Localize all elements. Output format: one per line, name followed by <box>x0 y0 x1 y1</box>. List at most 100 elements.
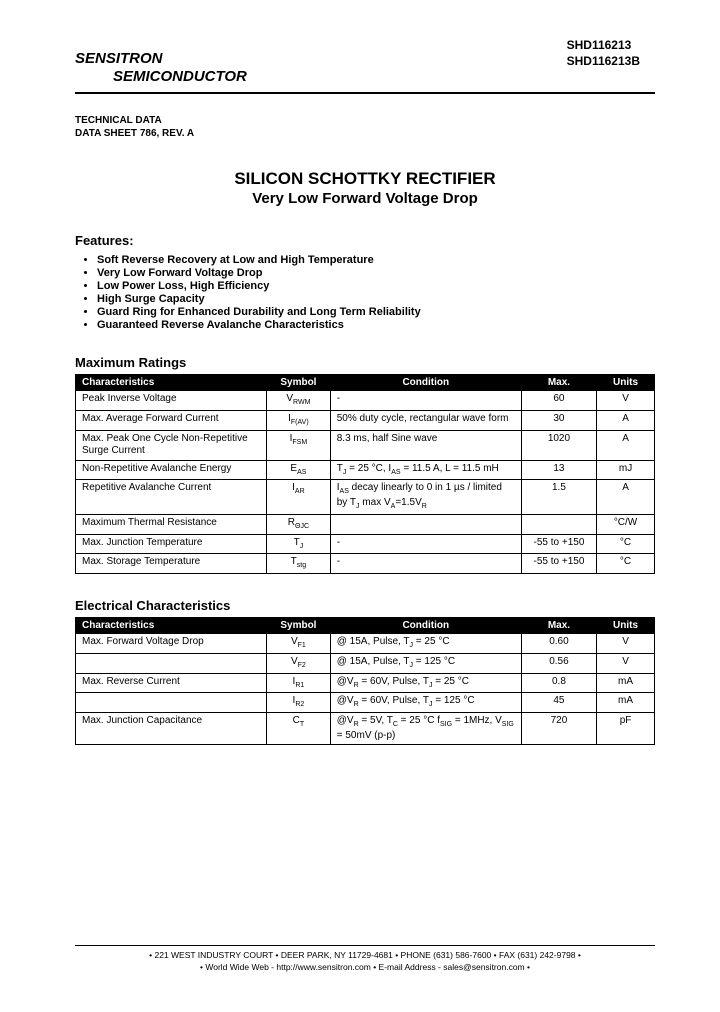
table-row: Max. Peak One Cycle Non-Repetitive Surge… <box>76 430 655 460</box>
table-cell: -55 to +150 <box>521 534 596 554</box>
table-header-row: Characteristics Symbol Condition Max. Un… <box>76 375 655 391</box>
part-number-2: SHD116213B <box>567 54 640 70</box>
table-cell <box>521 514 596 534</box>
table-cell: °C <box>597 534 655 554</box>
table-cell: Max. Reverse Current <box>76 673 267 693</box>
table-cell: @ 15A, Pulse, TJ = 25 °C <box>330 634 521 654</box>
table-cell: @ 15A, Pulse, TJ = 125 °C <box>330 653 521 673</box>
col-header: Characteristics <box>76 375 267 391</box>
tech-line-1: TECHNICAL DATA <box>75 114 655 127</box>
table-row: Max. Storage TemperatureTstg--55 to +150… <box>76 554 655 574</box>
page-subtitle: Very Low Forward Voltage Drop <box>75 190 655 207</box>
table-cell: Non-Repetitive Avalanche Energy <box>76 460 267 480</box>
table-cell: pF <box>597 713 655 745</box>
tech-line-2: DATA SHEET 786, REV. A <box>75 127 655 140</box>
technical-data-block: TECHNICAL DATA DATA SHEET 786, REV. A <box>75 114 655 140</box>
features-list: Soft Reverse Recovery at Low and High Te… <box>97 254 655 331</box>
footer-line-1: • 221 WEST INDUSTRY COURT • DEER PARK, N… <box>75 950 655 962</box>
table-cell: IFSM <box>267 430 331 460</box>
part-number-1: SHD116213 <box>567 38 640 54</box>
max-ratings-table: Characteristics Symbol Condition Max. Un… <box>75 374 655 574</box>
table-cell: Tstg <box>267 554 331 574</box>
feature-item: High Surge Capacity <box>97 293 655 305</box>
table-row: VF2@ 15A, Pulse, TJ = 125 °C0.56V <box>76 653 655 673</box>
table-cell: V <box>597 634 655 654</box>
max-ratings-heading: Maximum Ratings <box>75 355 655 370</box>
col-header: Max. <box>521 375 596 391</box>
feature-item: Guard Ring for Enhanced Durability and L… <box>97 306 655 318</box>
table-cell: Max. Peak One Cycle Non-Repetitive Surge… <box>76 430 267 460</box>
table-cell: 45 <box>521 693 596 713</box>
table-cell: Max. Junction Capacitance <box>76 713 267 745</box>
col-header: Condition <box>330 618 521 634</box>
table-cell: Repetitive Avalanche Current <box>76 480 267 515</box>
table-cell: IF(AV) <box>267 410 331 430</box>
table-row: Non-Repetitive Avalanche EnergyEASTJ = 2… <box>76 460 655 480</box>
table-row: Peak Inverse VoltageVRWM-60V <box>76 391 655 411</box>
table-cell: RΘJC <box>267 514 331 534</box>
table-cell: °C/W <box>597 514 655 534</box>
table-cell: IR1 <box>267 673 331 693</box>
table-cell: IR2 <box>267 693 331 713</box>
table-cell: 0.8 <box>521 673 596 693</box>
table-row: Max. Average Forward CurrentIF(AV)50% du… <box>76 410 655 430</box>
table-cell: Peak Inverse Voltage <box>76 391 267 411</box>
footer: • 221 WEST INDUSTRY COURT • DEER PARK, N… <box>75 945 655 974</box>
feature-item: Low Power Loss, High Efficiency <box>97 280 655 292</box>
features-heading: Features: <box>75 233 655 248</box>
table-cell: @VR = 60V, Pulse, TJ = 125 °C <box>330 693 521 713</box>
col-header: Units <box>597 618 655 634</box>
table-cell: Max. Forward Voltage Drop <box>76 634 267 654</box>
table-cell: A <box>597 480 655 515</box>
table-cell: - <box>330 391 521 411</box>
table-row: Max. Forward Voltage DropVF1@ 15A, Pulse… <box>76 634 655 654</box>
table-cell: 60 <box>521 391 596 411</box>
table-cell: @VR = 5V, TC = 25 °C fSIG = 1MHz, VSIG =… <box>330 713 521 745</box>
table-row: Max. Junction TemperatureTJ--55 to +150°… <box>76 534 655 554</box>
table-cell: IAR <box>267 480 331 515</box>
table-cell: TJ = 25 °C, IAS = 11.5 A, L = 11.5 mH <box>330 460 521 480</box>
col-header: Max. <box>521 618 596 634</box>
table-row: Max. Junction CapacitanceCT@VR = 5V, TC … <box>76 713 655 745</box>
col-header: Characteristics <box>76 618 267 634</box>
table-row: Maximum Thermal ResistanceRΘJC°C/W <box>76 514 655 534</box>
table-cell: 1.5 <box>521 480 596 515</box>
feature-item: Soft Reverse Recovery at Low and High Te… <box>97 254 655 266</box>
col-header: Symbol <box>267 618 331 634</box>
table-cell: Max. Storage Temperature <box>76 554 267 574</box>
table-cell: -55 to +150 <box>521 554 596 574</box>
table-cell: TJ <box>267 534 331 554</box>
table-cell: CT <box>267 713 331 745</box>
elec-char-heading: Electrical Characteristics <box>75 598 655 613</box>
table-cell: - <box>330 534 521 554</box>
table-cell: 720 <box>521 713 596 745</box>
table-row: IR2@VR = 60V, Pulse, TJ = 125 °C45mA <box>76 693 655 713</box>
feature-item: Guaranteed Reverse Avalanche Characteris… <box>97 319 655 331</box>
table-cell: 50% duty cycle, rectangular wave form <box>330 410 521 430</box>
feature-item: Very Low Forward Voltage Drop <box>97 267 655 279</box>
table-cell <box>76 693 267 713</box>
elec-char-table: Characteristics Symbol Condition Max. Un… <box>75 617 655 745</box>
page-title: SILICON SCHOTTKY RECTIFIER <box>75 168 655 190</box>
table-row: Max. Reverse CurrentIR1@VR = 60V, Pulse,… <box>76 673 655 693</box>
company-name-2: SEMICONDUCTOR <box>75 68 655 86</box>
table-cell: VRWM <box>267 391 331 411</box>
table-cell: VF1 <box>267 634 331 654</box>
col-header: Units <box>597 375 655 391</box>
table-cell: 0.60 <box>521 634 596 654</box>
table-cell: Max. Junction Temperature <box>76 534 267 554</box>
table-cell: EAS <box>267 460 331 480</box>
table-cell: V <box>597 653 655 673</box>
table-cell: mJ <box>597 460 655 480</box>
table-cell: °C <box>597 554 655 574</box>
part-numbers: SHD116213 SHD116213B <box>567 38 640 69</box>
table-cell: @VR = 60V, Pulse, TJ = 25 °C <box>330 673 521 693</box>
table-cell: 8.3 ms, half Sine wave <box>330 430 521 460</box>
table-header-row: Characteristics Symbol Condition Max. Un… <box>76 618 655 634</box>
table-cell: mA <box>597 673 655 693</box>
table-cell: Max. Average Forward Current <box>76 410 267 430</box>
footer-line-2: • World Wide Web - http://www.sensitron.… <box>75 962 655 974</box>
table-cell: A <box>597 410 655 430</box>
table-cell: 0.56 <box>521 653 596 673</box>
table-cell: VF2 <box>267 653 331 673</box>
